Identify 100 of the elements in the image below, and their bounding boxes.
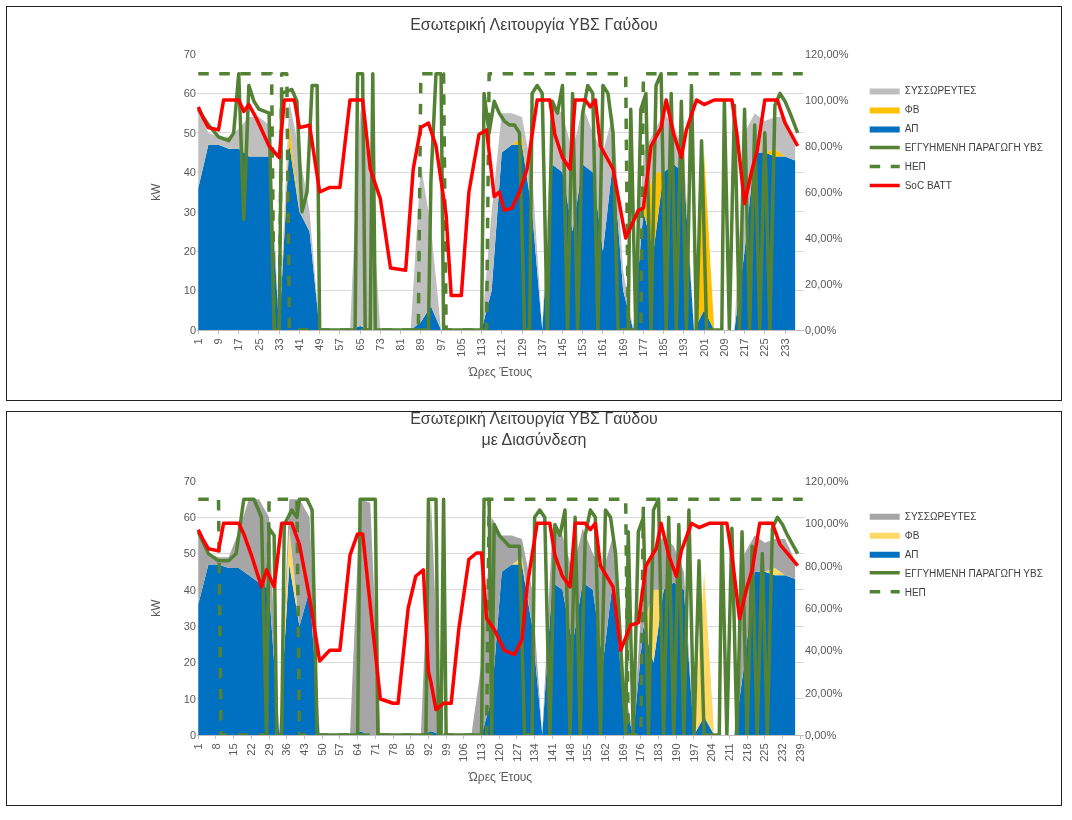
x-tick-label: 99: [439, 743, 452, 756]
x-tick-label: 113: [475, 743, 488, 761]
y-tick-label: 20: [183, 244, 196, 257]
x-tick-label: 57: [333, 338, 346, 351]
x-tick-label: 204: [705, 743, 718, 762]
x-tick-label: 232: [776, 743, 789, 762]
x-tick-label: 36: [280, 743, 293, 756]
y-tick-label: 50: [183, 126, 196, 139]
x-tick-label: 50: [315, 743, 328, 756]
x-tick-label: 176: [634, 743, 647, 762]
chart-title: Εσωτερική Λειτουργία ΥΒΣ Γαύδου: [410, 16, 658, 34]
y-axis-title: kW: [149, 182, 164, 201]
x-tick-label: 33: [272, 338, 285, 351]
x-tick-label: 217: [738, 338, 751, 357]
x-tick-label: 65: [353, 338, 366, 351]
x-tick-label: 43: [298, 743, 311, 756]
y-tick-label: 60: [183, 87, 196, 100]
x-tick-label: 1: [191, 743, 204, 750]
y2-tick-label: 20,00%: [805, 277, 843, 290]
x-tick-label: 57: [333, 743, 346, 756]
legend-label: ΕΓΓΥΗΜΕΝΗ ΠΑΡΑΓΩΓΗ ΥΒΣ: [904, 567, 1043, 579]
y-tick-label: 70: [183, 47, 196, 60]
x-tick-label: 89: [414, 338, 427, 351]
legend-label: ΦΒ: [904, 104, 920, 116]
y2-tick-label: 120,00%: [805, 474, 849, 487]
x-tick-label: 85: [404, 743, 417, 756]
y2-tick-label: 40,00%: [805, 644, 843, 657]
x-tick-label: 169: [616, 743, 629, 762]
x-tick-label: 78: [386, 743, 399, 756]
x-tick-label: 97: [434, 338, 447, 351]
y2-tick-label: 60,00%: [805, 601, 843, 614]
legend-label: ΦΒ: [904, 529, 920, 541]
y2-tick-label: 40,00%: [805, 231, 843, 244]
x-tick-label: 129: [515, 338, 528, 357]
x-tick-label: 137: [535, 338, 548, 357]
y2-tick-label: 120,00%: [805, 47, 849, 60]
x-tick-label: 218: [740, 743, 753, 762]
x-tick-label: 127: [510, 743, 523, 762]
x-tick-label: 113: [475, 338, 488, 356]
x-tick-label: 193: [677, 338, 690, 357]
legend-label: SoC BATT: [904, 180, 952, 192]
x-tick-label: 141: [545, 743, 558, 762]
y-tick-label: 0: [189, 323, 196, 336]
y-tick-label: 20: [183, 656, 196, 669]
chart-title: Εσωτερική Λειτουργία ΥΒΣ Γαύδου με Διασύνδεση: [410, 410, 658, 448]
x-tick-label: 49: [313, 338, 326, 351]
x-tick-label: 15: [227, 743, 240, 756]
y2-tick-label: 100,00%: [805, 93, 849, 106]
y-tick-label: 70: [183, 474, 196, 487]
x-tick-label: 201: [697, 338, 710, 357]
y2-tick-label: 0,00%: [805, 728, 837, 741]
x-tick-label: 64: [351, 743, 364, 756]
y2-tick-label: 0,00%: [805, 323, 837, 336]
y2-tick-label: 60,00%: [805, 185, 843, 198]
x-tick-label: 22: [244, 743, 257, 756]
y-tick-label: 50: [183, 547, 196, 560]
x-tick-label: 239: [793, 743, 806, 762]
y-tick-label: 40: [183, 583, 196, 596]
x-tick-label: 1: [191, 338, 204, 345]
x-axis-title: Ώρες Έτους: [467, 365, 533, 379]
x-tick-label: 41: [293, 338, 306, 351]
x-tick-label: 9: [212, 338, 225, 345]
x-tick-label: 162: [599, 743, 612, 762]
legend-label: ΗΕΠ: [904, 161, 926, 173]
y2-tick-label: 100,00%: [805, 517, 849, 530]
x-tick-label: 185: [657, 338, 670, 357]
x-tick-label: 73: [373, 338, 386, 351]
y-axis-title: kW: [149, 598, 164, 617]
x-tick-label: 190: [669, 743, 682, 762]
y-tick-label: 40: [183, 166, 196, 179]
legend-label: ΣΥΣΣΩΡΕΥΤΕΣ: [904, 85, 977, 97]
legend-label: ΑΠ: [904, 123, 919, 135]
x-tick-label: 148: [563, 743, 576, 762]
x-tick-label: 92: [422, 743, 434, 756]
x-tick-label: 153: [576, 338, 589, 357]
x-tick-label: 121: [495, 338, 508, 357]
x-tick-label: 183: [652, 743, 665, 762]
x-tick-label: 29: [262, 743, 275, 756]
y-tick-label: 30: [183, 205, 196, 218]
x-tick-label: 161: [596, 338, 609, 357]
y2-tick-label: 80,00%: [805, 139, 843, 152]
x-tick-label: 81: [394, 338, 407, 351]
x-tick-label: 105: [454, 338, 467, 357]
x-tick-label: 197: [687, 743, 700, 762]
y-tick-label: 60: [183, 511, 196, 524]
legend-label: ΕΓΓΥΗΜΕΝΗ ΠΑΡΑΓΩΓΗ ΥΒΣ: [904, 142, 1043, 154]
x-tick-label: 225: [758, 743, 771, 762]
legend-label: ΗΕΠ: [904, 586, 926, 598]
x-tick-label: 209: [717, 338, 730, 357]
y-tick-label: 10: [183, 284, 196, 297]
y2-tick-label: 80,00%: [805, 559, 843, 572]
x-tick-label: 155: [581, 743, 594, 762]
x-tick-label: 134: [528, 743, 541, 762]
y2-tick-label: 20,00%: [805, 686, 843, 699]
x-tick-label: 145: [556, 338, 569, 357]
y-tick-label: 0: [189, 728, 196, 741]
x-tick-label: 17: [232, 338, 245, 351]
x-axis-title: Ώρες Έτους: [467, 770, 533, 784]
y-tick-label: 30: [183, 619, 196, 632]
x-tick-label: 233: [778, 338, 791, 357]
